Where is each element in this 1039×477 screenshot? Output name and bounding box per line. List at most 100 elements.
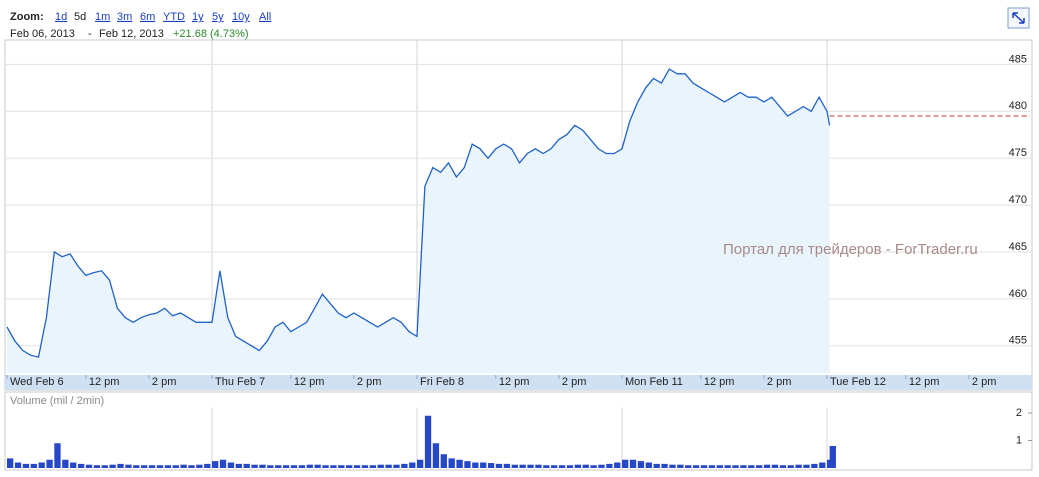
volume-bar (212, 461, 219, 468)
volume-bar (756, 465, 763, 468)
volume-bar (93, 465, 101, 468)
volume-bar (637, 461, 645, 468)
x-tick-label: Mon Feb 11 (625, 376, 683, 388)
volume-bar (795, 464, 802, 468)
volume-bar (156, 465, 164, 468)
volume-bar (487, 463, 495, 468)
volume-bar (582, 464, 589, 468)
volume-bar (353, 465, 361, 468)
x-tick-label: 12 pm (909, 376, 940, 388)
volume-bar (77, 463, 85, 468)
zoom-option[interactable]: All (259, 11, 271, 23)
zoom-option[interactable]: 1y (192, 11, 204, 23)
zoom-option[interactable]: 6m (140, 11, 155, 23)
volume-bar (22, 463, 30, 468)
volume-frame (4, 391, 1033, 471)
x-axis-band (5, 375, 1032, 390)
volume-bar (385, 464, 392, 468)
volume-bar (669, 464, 676, 468)
volume-bar (472, 462, 479, 468)
volume-bar (763, 464, 771, 468)
volume-bar (732, 465, 739, 468)
volume-bar (440, 454, 447, 468)
x-tick-label: 2 pm (152, 376, 176, 388)
volume-bar (495, 463, 503, 468)
volume-bar (574, 464, 581, 468)
volume-bar (622, 459, 629, 468)
volume-bar (70, 462, 77, 468)
volume-bar (361, 465, 369, 468)
maximize-button[interactable] (1007, 7, 1030, 29)
plot-area: Портал для трейдеров - ForTrader.ru (6, 68, 978, 373)
volume-bar (803, 464, 810, 468)
volume-bar (606, 463, 613, 468)
x-tick-label: 2 pm (972, 376, 996, 388)
volume-bar (172, 465, 179, 468)
volume-bar (306, 464, 313, 468)
volume-bar (716, 465, 723, 468)
range-separator: - (88, 28, 92, 40)
volume-bar (133, 465, 140, 468)
volume-bar (46, 459, 53, 468)
volume-bar (527, 464, 534, 468)
y-tick-label: 475 (1009, 147, 1027, 159)
volume-bar (227, 462, 235, 468)
volume-bar (685, 465, 692, 468)
x-tick-label: 12 pm (89, 376, 120, 388)
zoom-option[interactable]: 1d (55, 11, 67, 23)
volume-bar (787, 465, 794, 468)
volume-bar (282, 465, 290, 468)
y-tick-label: 480 (1009, 100, 1027, 112)
volume-bar (38, 462, 45, 468)
maximize-icon[interactable] (1012, 12, 1025, 24)
volume-bar (448, 458, 455, 468)
y-tick-label: 460 (1009, 288, 1027, 300)
volume-bar (259, 464, 266, 468)
volume-bar (30, 463, 37, 468)
volume-bar (251, 464, 258, 468)
range-start: Feb 06, 2013 (10, 28, 75, 40)
volume-bar (7, 458, 14, 468)
price-line (6, 68, 831, 358)
zoom-option[interactable]: 5y (212, 11, 224, 23)
volume-bar (811, 463, 818, 468)
volume-bar (164, 465, 171, 468)
zoom-option[interactable]: YTD (163, 11, 185, 23)
volume-bar (322, 465, 329, 468)
zoom-option[interactable]: 3m (117, 11, 132, 23)
volume-bar (85, 464, 93, 468)
volume-bar (829, 446, 836, 468)
zoom-label: Zoom: (10, 11, 44, 23)
zoom-option[interactable]: 10y (232, 11, 250, 23)
zoom-option[interactable]: 1m (95, 11, 110, 23)
volume-bar (748, 465, 755, 468)
volume-bar (188, 465, 195, 468)
volume-bar (740, 465, 747, 468)
volume-bar (54, 443, 61, 468)
x-tick-label: 12 pm (499, 376, 530, 388)
volume-bar (101, 465, 108, 468)
volume-bar (464, 461, 471, 468)
volume-bar (377, 464, 384, 468)
volume-bar (369, 465, 376, 468)
volume-bar (543, 465, 550, 468)
volume-title: Volume (mil / 2min) (10, 395, 104, 407)
volume-bar (779, 465, 786, 468)
x-tick-label: Thu Feb 7 (215, 376, 265, 388)
range-end: Feb 12, 2013 (99, 28, 164, 40)
y-tick-label: 485 (1009, 53, 1027, 65)
x-tick-label: Wed Feb 6 (10, 376, 64, 388)
volume-bar (424, 415, 432, 468)
volume-bar (338, 465, 345, 468)
x-tick-label: 2 pm (767, 376, 791, 388)
x-tick-label: Tue Feb 12 (830, 376, 886, 388)
range-change: +21.68 (4.73%) (173, 28, 249, 40)
volume-bar (519, 464, 526, 468)
volume-bar (243, 463, 250, 468)
volume-bar (432, 443, 440, 468)
volume-bar (677, 464, 684, 468)
y-tick-label: 2 (1016, 407, 1022, 419)
volume-bar (330, 465, 337, 468)
volume-bar (511, 464, 518, 468)
